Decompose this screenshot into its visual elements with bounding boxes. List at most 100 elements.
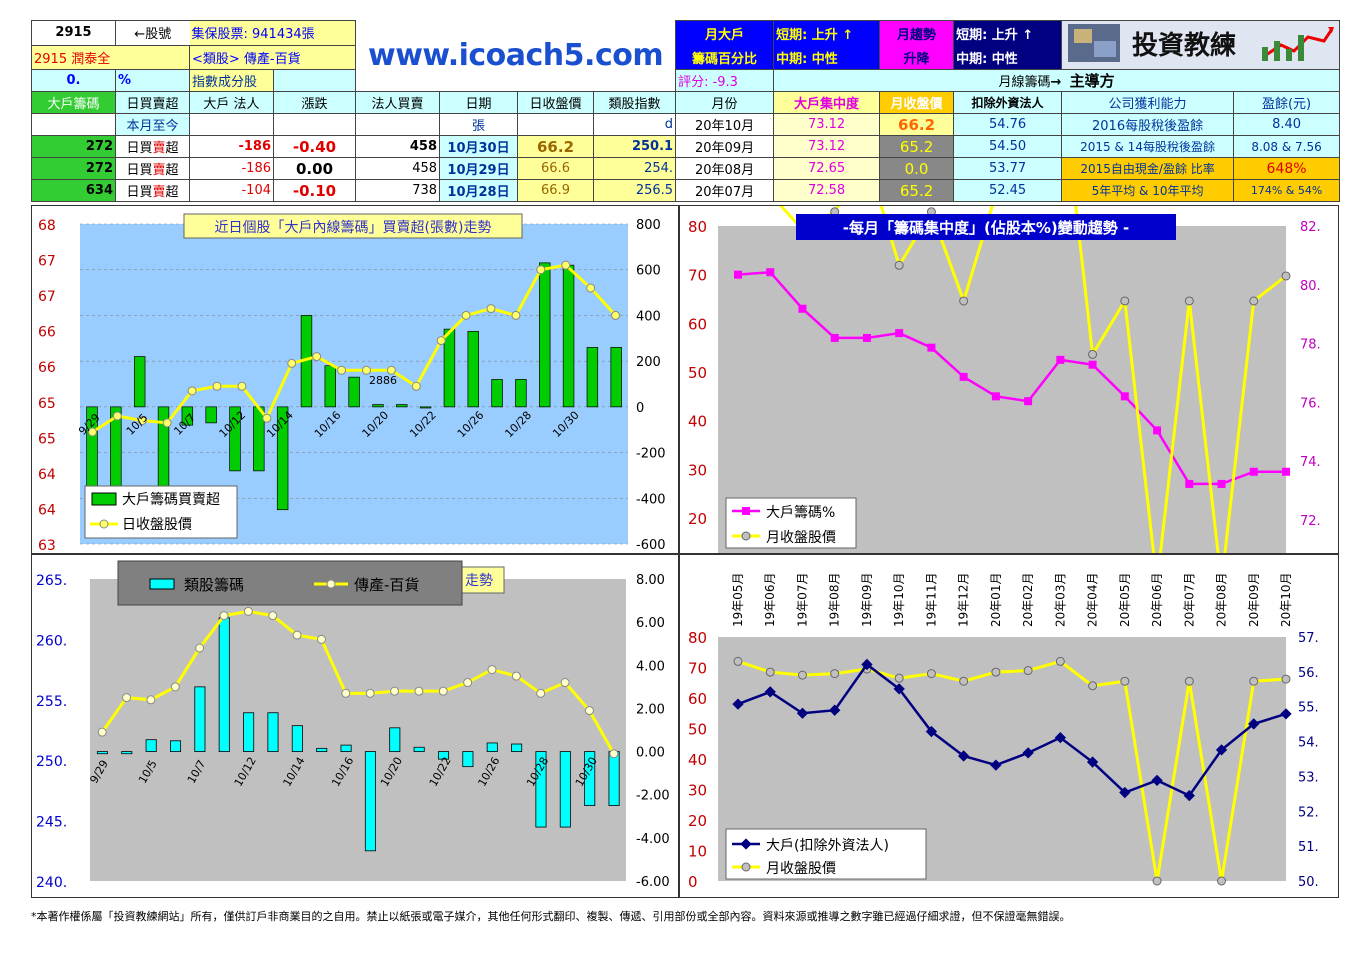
y-left-tick: 40 — [688, 413, 707, 431]
month-0: 20年10月 — [675, 113, 775, 136]
data-point — [262, 413, 272, 423]
y-left-tick: 0 — [688, 873, 698, 891]
series-line — [100, 609, 616, 755]
chart-bar — [437, 751, 450, 760]
chart-bar — [194, 686, 206, 752]
logo-chart-icon: 投資教練 — [1067, 24, 1334, 62]
data-point — [798, 304, 807, 313]
x-tick: 20年06月 — [1150, 572, 1164, 627]
y-left-tick: 240. — [36, 875, 67, 891]
legend-label: 大戶(扣除外資法人) — [766, 838, 889, 854]
big-holder-label-2: 籌碼百分比 — [675, 45, 775, 70]
profit-label-2: 2015自由現金/盈餘 比率 — [1061, 157, 1235, 180]
y-right-tick: 8.00 — [636, 573, 665, 588]
daily-trade-1: 日買賣超 — [115, 157, 190, 180]
data-point — [237, 381, 247, 391]
big-chip-2: 634 — [31, 179, 116, 202]
y-right-tick: -2.00 — [636, 789, 670, 804]
data-point — [365, 688, 375, 698]
daily-trade-0: 日買賣超 — [115, 135, 190, 158]
data-point — [1054, 731, 1067, 744]
y-right-tick: 51. — [1298, 840, 1319, 855]
index-2: 256.5 — [593, 179, 677, 202]
y-left-tick: 20 — [688, 812, 707, 830]
y-right-tick: 57. — [1298, 631, 1319, 646]
chart-bar — [389, 727, 401, 752]
y-left-tick: 60 — [688, 690, 707, 708]
legend-swatch — [91, 492, 117, 506]
profit-value-1: 8.08 & 7.56 — [1233, 135, 1341, 158]
y-left-tick: 265. — [36, 573, 67, 589]
x-tick: 19年08月 — [828, 572, 842, 627]
y-right-tick: 400 — [636, 309, 661, 324]
chart-bar — [372, 404, 384, 408]
chart-bar — [608, 751, 620, 806]
annotation: 2886 — [369, 374, 397, 387]
y-left-tick: 68 — [38, 218, 56, 234]
legend-label: 日收盤股價 — [122, 516, 192, 533]
data-point — [1056, 355, 1065, 364]
x-tick: 19年12月 — [957, 572, 971, 627]
data-point — [486, 304, 496, 314]
chart-bar — [419, 406, 432, 409]
y-right-tick: 50. — [1298, 875, 1319, 890]
y-right-tick: 76. — [1300, 396, 1321, 411]
y-right-tick: -6.00 — [636, 875, 670, 890]
x-tick: 19年10月 — [892, 572, 906, 627]
chart-bar — [562, 264, 575, 408]
data-point — [1088, 349, 1098, 359]
data-point — [1024, 397, 1033, 406]
y-left-tick: 66 — [38, 360, 56, 376]
y-right-tick: 74. — [1300, 455, 1321, 470]
data-point — [560, 678, 570, 688]
data-point — [341, 688, 351, 698]
conc-3: 72.58 — [773, 179, 881, 202]
x-tick: 19年06月 — [763, 572, 777, 627]
data-point — [536, 688, 546, 698]
data-point — [959, 296, 969, 306]
y-left-tick: 63 — [38, 538, 56, 553]
data-point — [732, 698, 744, 710]
series-line — [737, 270, 1286, 486]
data-point — [219, 611, 229, 621]
data-point — [386, 365, 396, 375]
x-tick: 20年04月 — [1086, 572, 1100, 627]
data-point — [894, 260, 904, 270]
y-right-tick: 72. — [1300, 514, 1321, 529]
data-point — [1280, 708, 1292, 720]
y-right-tick: -4.00 — [636, 832, 670, 847]
legend — [725, 828, 927, 880]
up-arrow-icon: ↑ — [1022, 27, 1034, 43]
y-left-tick: 66 — [38, 325, 56, 341]
data-point — [1120, 392, 1129, 401]
data-point — [1055, 656, 1065, 666]
pct-value: 0. — [31, 69, 116, 92]
y-left-tick: 260. — [36, 633, 67, 649]
title-box — [796, 214, 1176, 240]
data-point — [97, 727, 107, 737]
chart-bar — [535, 751, 547, 828]
unit-d: d — [593, 113, 677, 136]
data-point — [1088, 360, 1097, 369]
y-right-tick: 4.00 — [636, 659, 665, 674]
inst-trade-0: 458 — [355, 135, 441, 158]
ex-foreign-svg: 80 70 60 50 40 30 20 10 0 57. 56. 55. 54. 53. 52. 51. 50… — [688, 572, 1319, 891]
plot-area — [90, 579, 626, 881]
y-left-tick: 65 — [38, 431, 56, 447]
chart-bar — [340, 744, 352, 752]
score: 評分: -9.3 — [675, 69, 775, 92]
chart-bar — [169, 740, 182, 752]
y-left-tick: 70 — [688, 660, 707, 678]
monthly-trend-label-2: 升降 — [879, 45, 955, 70]
exforeign-3: 52.45 — [953, 179, 1063, 202]
col-header-1: 日買賣超 — [115, 91, 190, 114]
y-left-tick: 50 — [688, 364, 707, 382]
chart-bar — [515, 379, 527, 408]
y-left-tick: 70 — [688, 267, 707, 285]
data-point — [390, 686, 400, 696]
y-left-tick: 80 — [688, 218, 707, 236]
chart-bar — [559, 751, 571, 828]
data-point — [1281, 674, 1291, 684]
website: www.icoach5.com — [355, 20, 676, 92]
y-right-tick: -200 — [636, 447, 666, 462]
